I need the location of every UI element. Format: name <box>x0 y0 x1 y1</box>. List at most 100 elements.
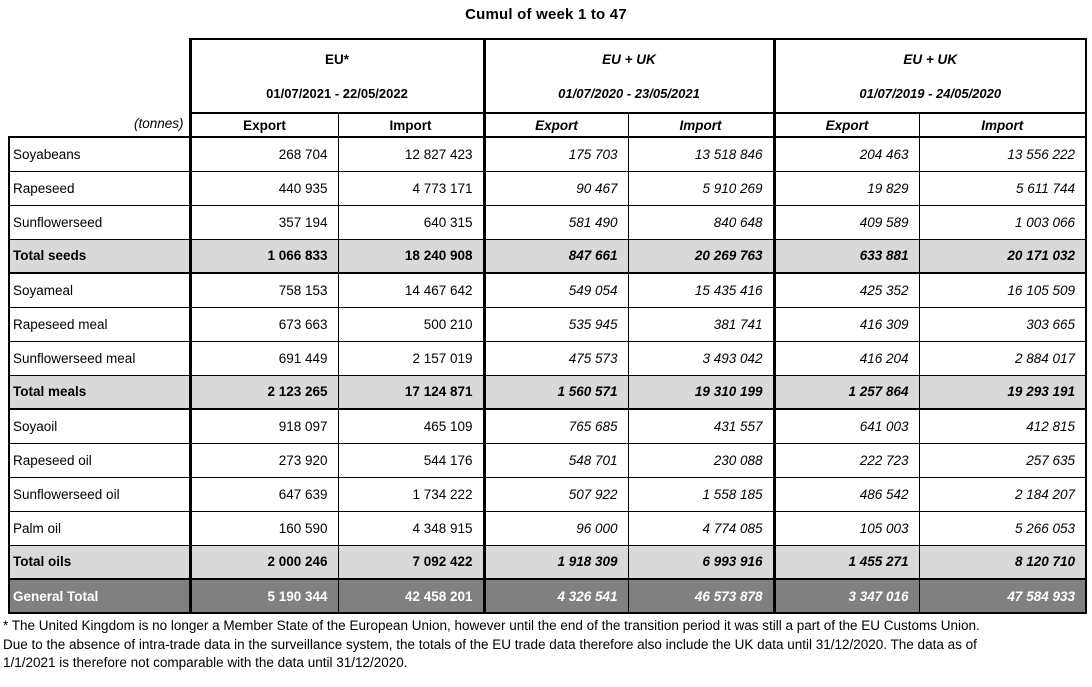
group-period-label: 01/07/2019 - 24/05/2020 <box>859 85 1002 101</box>
value-cell: 431 557 <box>627 408 775 444</box>
value-cell: 475 573 <box>482 340 629 376</box>
subcolumn-header-row: (tonnes) Export Import Export Import Exp… <box>9 112 1087 138</box>
value-cell: 19 829 <box>772 170 920 206</box>
value-cell: 15 435 416 <box>627 272 775 308</box>
table-row: Soyaoil 918 097 465 109 765 685 431 557 641 0… <box>8 408 1087 444</box>
column-header-export: Export <box>772 112 920 138</box>
group-period-label: 01/07/2021 - 22/05/2022 <box>266 85 408 101</box>
header-spacer <box>9 39 190 113</box>
value-cell: 647 639 <box>188 476 339 512</box>
unit-label: (tonnes) <box>9 113 190 137</box>
table-row: Soyameal 758 153 14 467 642 549 054 15 435 4… <box>8 272 1087 308</box>
value-cell: 581 490 <box>482 204 629 240</box>
value-cell: 641 003 <box>772 408 920 444</box>
value-cell: 175 703 <box>482 136 629 172</box>
value-cell: 2 184 207 <box>918 476 1087 512</box>
general-total-row: General Total 5 190 344 42 458 201 4 326 54… <box>8 578 1087 614</box>
column-group-eu-uk-2020: EU + UK 01/07/2019 - 24/05/2020 <box>772 38 1087 114</box>
value-cell: 42 458 201 <box>337 578 485 614</box>
value-cell: 5 190 344 <box>188 578 339 614</box>
value-cell: 1 560 571 <box>482 374 629 410</box>
value-cell: 465 109 <box>337 408 485 444</box>
value-cell: 1 455 271 <box>772 544 920 580</box>
value-cell: 357 194 <box>188 204 339 240</box>
footnote: * The United Kingdom is no longer a Memb… <box>3 617 1092 673</box>
group-header-row: EU* 01/07/2021 - 22/05/2022 EU + UK 01/0… <box>9 38 1087 114</box>
value-cell: 535 945 <box>482 306 629 342</box>
value-cell: 6 993 916 <box>627 544 775 580</box>
value-cell: 8 120 710 <box>918 544 1087 580</box>
value-cell: 5 910 269 <box>627 170 775 206</box>
group-region-label: EU + UK <box>903 51 958 67</box>
value-cell: 640 315 <box>337 204 485 240</box>
row-label: Sunflowerseed meal <box>8 340 191 376</box>
value-cell: 4 348 915 <box>337 510 485 546</box>
value-cell: 507 922 <box>482 476 629 512</box>
row-label: Rapeseed meal <box>8 306 191 342</box>
value-cell: 3 347 016 <box>772 578 920 614</box>
page-title: Cumul of week 1 to 47 <box>465 6 627 23</box>
value-cell: 416 204 <box>772 340 920 376</box>
row-label: Rapeseed <box>8 170 191 206</box>
value-cell: 549 054 <box>482 272 629 308</box>
table-header: EU* 01/07/2021 - 22/05/2022 EU + UK 01/0… <box>9 38 1087 138</box>
row-label: Soyabeans <box>8 136 191 172</box>
group-region-label: EU* <box>324 51 349 67</box>
value-cell: 409 589 <box>772 204 920 240</box>
value-cell: 19 293 191 <box>918 374 1087 410</box>
value-cell: 500 210 <box>337 306 485 342</box>
value-cell: 230 088 <box>627 442 775 478</box>
value-cell: 4 773 171 <box>337 170 485 206</box>
value-cell: 1 066 833 <box>188 238 339 274</box>
value-cell: 20 171 032 <box>918 238 1087 274</box>
subtotal-row: Total meals 2 123 265 17 124 871 1 560 571 1… <box>8 374 1087 410</box>
value-cell: 765 685 <box>482 408 629 444</box>
column-header-export: Export <box>188 112 339 138</box>
row-label: General Total <box>8 578 191 614</box>
value-cell: 47 584 933 <box>918 578 1087 614</box>
row-label: Sunflowerseed oil <box>8 476 191 512</box>
value-cell: 691 449 <box>188 340 339 376</box>
row-label: Palm oil <box>8 510 191 546</box>
row-label: Rapeseed oil <box>8 442 191 478</box>
table-body: Soyabeans 268 704 12 827 423 175 703 13 518 … <box>8 136 1087 614</box>
value-cell: 1 257 864 <box>772 374 920 410</box>
footnote-line: Due to the absence of intra-trade data i… <box>3 636 977 652</box>
value-cell: 486 542 <box>772 476 920 512</box>
value-cell: 440 935 <box>188 170 339 206</box>
column-group-eu: EU* 01/07/2021 - 22/05/2022 <box>188 38 485 114</box>
value-cell: 13 556 222 <box>918 136 1087 172</box>
subtotal-row: Total seeds 1 066 833 18 240 908 847 661 20 … <box>8 238 1087 274</box>
value-cell: 273 920 <box>188 442 339 478</box>
value-cell: 257 635 <box>918 442 1087 478</box>
value-cell: 160 590 <box>188 510 339 546</box>
value-cell: 2 123 265 <box>188 374 339 410</box>
column-header-import: Import <box>627 112 775 138</box>
row-label: Sunflowerseed <box>8 204 191 240</box>
group-region-label: EU + UK <box>602 51 656 67</box>
table-row: Rapeseed meal 673 663 500 210 535 945 381 74… <box>8 306 1087 342</box>
value-cell: 303 665 <box>918 306 1087 342</box>
value-cell: 412 815 <box>918 408 1087 444</box>
row-label: Soyaoil <box>8 408 191 444</box>
value-cell: 548 701 <box>482 442 629 478</box>
value-cell: 847 661 <box>482 238 629 274</box>
value-cell: 381 741 <box>627 306 775 342</box>
value-cell: 17 124 871 <box>337 374 485 410</box>
column-header-export: Export <box>482 112 629 138</box>
footnote-line: 1/1/2021 is therefore not comparable wit… <box>3 655 408 670</box>
value-cell: 5 266 053 <box>918 510 1087 546</box>
table-row: Palm oil 160 590 4 348 915 96 000 4 774 085 1… <box>8 510 1087 546</box>
value-cell: 46 573 878 <box>627 578 775 614</box>
value-cell: 918 097 <box>188 408 339 444</box>
group-period-label: 01/07/2020 - 23/05/2021 <box>558 85 700 101</box>
value-cell: 13 518 846 <box>627 136 775 172</box>
value-cell: 633 881 <box>772 238 920 274</box>
value-cell: 1 918 309 <box>482 544 629 580</box>
table-row: Sunflowerseed 357 194 640 315 581 490 840 64… <box>8 204 1087 240</box>
column-header-import: Import <box>337 112 485 138</box>
row-label: Soyameal <box>8 272 191 308</box>
column-group-eu-uk-2021: EU + UK 01/07/2020 - 23/05/2021 <box>482 38 775 114</box>
value-cell: 673 663 <box>188 306 339 342</box>
